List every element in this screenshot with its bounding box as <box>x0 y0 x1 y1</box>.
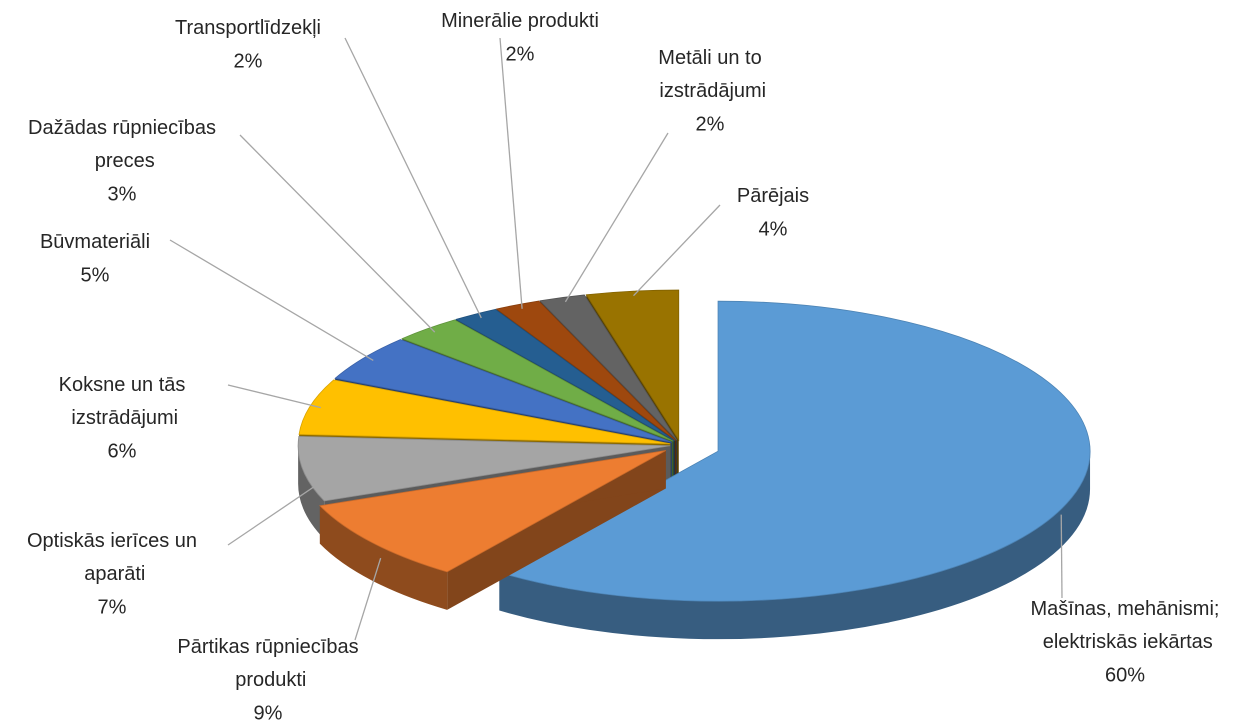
leader-line <box>1060 514 1063 599</box>
labels: Mašīnas, mehānismi; elektriskās iekārtas… <box>27 10 1220 723</box>
leader-line <box>499 37 523 309</box>
leader-line <box>633 204 721 297</box>
slice <box>298 379 671 445</box>
label-line: Transportlīdzekļi <box>175 17 321 39</box>
value-label: 2% <box>696 113 725 135</box>
category-label: Dažādas rūpniecības preces <box>28 117 216 172</box>
value-label: 2% <box>506 43 535 65</box>
label-line: Pārtikas rūpniecības <box>177 636 358 658</box>
category-label: Mašīnas, mehānismi; elektriskās iekārtas <box>1031 598 1220 653</box>
category-label: Koksne un tās izstrādājumi <box>59 374 186 429</box>
label-line: izstrādājumi <box>654 80 766 102</box>
value-label: 9% <box>254 702 283 723</box>
label-line: Pārējais <box>737 185 809 207</box>
value-label: 6% <box>108 440 137 462</box>
label-line: preces <box>89 150 155 172</box>
category-label: Transportlīdzekļi <box>175 17 321 39</box>
value-label: 60% <box>1105 664 1145 686</box>
category-label: Metāli un to izstrādājumi <box>654 47 766 102</box>
pie <box>297 289 1091 640</box>
slice-wall <box>319 505 448 610</box>
label-line: Optiskās ierīces un <box>27 530 197 552</box>
slice-wall <box>499 451 1091 640</box>
leader-line <box>344 37 482 319</box>
slice <box>585 289 680 442</box>
category-label: Būvmateriāli <box>40 231 150 253</box>
category-label: Minerālie produkti <box>441 10 599 32</box>
category-label: Pārējais <box>737 185 809 207</box>
label-line: Mašīnas, mehānismi; <box>1031 598 1220 620</box>
slice <box>495 300 677 441</box>
label-line: izstrādājumi <box>66 407 178 429</box>
label-line: Dažādas rūpniecības <box>28 117 216 139</box>
label-line: aparāti <box>79 563 146 585</box>
slice <box>319 450 666 573</box>
category-label: Optiskās ierīces un aparāti <box>27 530 197 585</box>
slice <box>297 435 671 502</box>
leader-line <box>227 384 321 409</box>
slice <box>498 300 1091 602</box>
value-label: 7% <box>98 596 127 618</box>
slice <box>539 294 678 441</box>
label-line: Metāli un to <box>658 47 761 69</box>
label-line: Minerālie produkti <box>441 10 599 32</box>
value-label: 5% <box>81 264 110 286</box>
category-label: Pārtikas rūpniecības produkti <box>177 636 358 691</box>
value-label: 4% <box>759 218 788 240</box>
leader-line <box>354 557 382 641</box>
value-label: 2% <box>234 50 263 72</box>
label-line: Koksne un tās <box>59 374 186 396</box>
slice <box>334 339 672 443</box>
slice <box>401 319 674 442</box>
slice <box>454 308 675 442</box>
leader-line <box>169 239 374 361</box>
label-line: Būvmateriāli <box>40 231 150 253</box>
slice-wall <box>298 445 325 540</box>
leader-line <box>239 134 436 333</box>
label-line: produkti <box>230 669 307 691</box>
leader-line <box>564 132 669 303</box>
value-label: 3% <box>108 183 137 205</box>
leader-line <box>227 486 315 546</box>
label-line: elektriskās iekārtas <box>1037 631 1213 653</box>
